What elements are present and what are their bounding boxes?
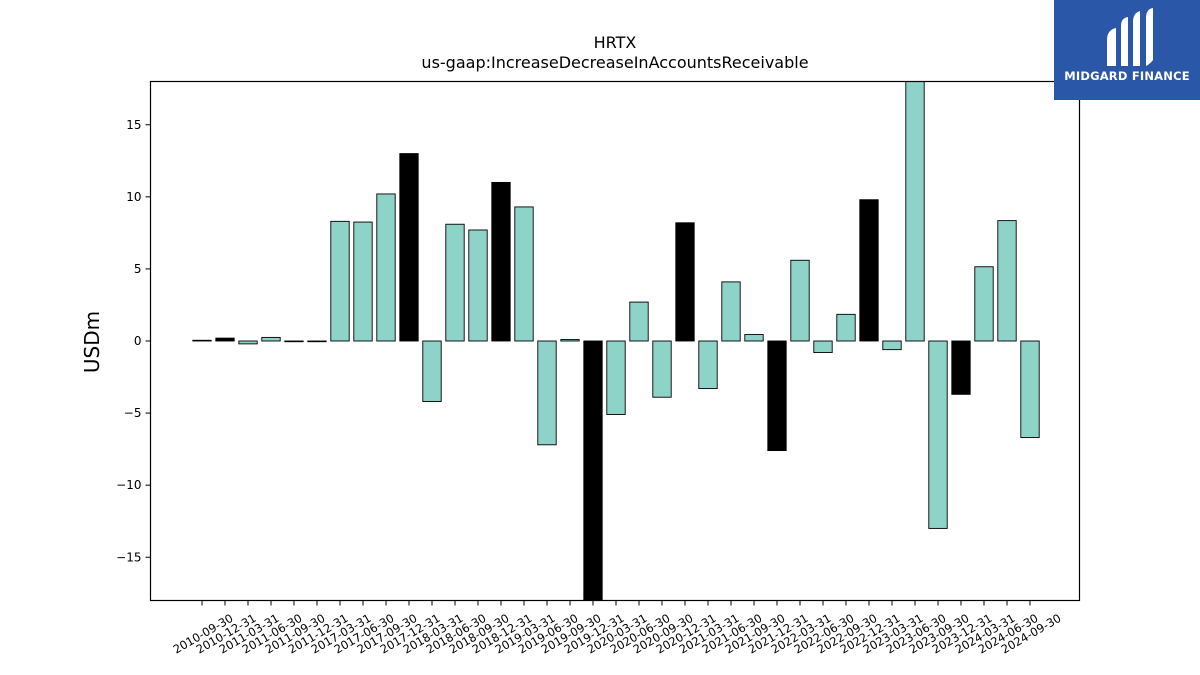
bar-2024-09-30 <box>1020 340 1040 439</box>
bar-2022-03-31 <box>790 259 810 342</box>
bar-2018-09-30 <box>468 229 488 342</box>
bar-2023-09-30 <box>928 340 948 529</box>
bar-2017-06-30 <box>353 221 373 342</box>
bar-2011-06-30 <box>261 336 281 342</box>
bar-2022-09-30 <box>836 313 856 342</box>
bar-2023-06-30 <box>905 81 925 342</box>
bar-2019-03-31 <box>514 206 534 342</box>
bar-2010-09-30 <box>192 339 212 342</box>
bar-2017-12-31 <box>399 153 419 342</box>
bar-2021-03-31 <box>698 340 718 390</box>
y-tick-label: 5 <box>134 262 142 276</box>
bar-2021-12-31 <box>767 340 787 452</box>
bar-2011-03-31 <box>238 340 258 345</box>
bar-2017-03-31 <box>330 220 350 342</box>
bar-2017-09-30 <box>376 193 396 342</box>
y-axis-ticks: −15 −10 −5 0 5 10 15 <box>116 118 151 564</box>
chart-subtitle: us-gaap:IncreaseDecreaseInAccountsReceiv… <box>421 53 808 72</box>
bar-2020-06-30 <box>629 301 649 342</box>
bar-2020-12-31 <box>675 222 695 342</box>
bar-2022-12-31 <box>859 199 879 342</box>
y-tick-label: 15 <box>126 118 141 132</box>
logo-text: MIDGARD FINANCE <box>1064 69 1190 83</box>
bar-2023-12-31 <box>951 340 971 395</box>
y-tick-label: 0 <box>134 334 142 348</box>
x-axis-ticks: 2010-09-302010-12-312011-03-312011-06-30… <box>171 600 1064 657</box>
bar-2024-03-31 <box>974 266 994 342</box>
bar-2010-12-31 <box>215 337 235 342</box>
y-axis-label: USDm <box>80 311 104 373</box>
bar-2019-12-31 <box>583 340 603 601</box>
bar-2021-09-30 <box>744 334 764 342</box>
bars-group <box>192 81 1040 601</box>
chart-title: HRTX <box>594 33 637 52</box>
bar-2020-09-30 <box>652 340 672 398</box>
y-tick-label: −5 <box>124 406 142 420</box>
bar-2019-06-30 <box>537 340 557 446</box>
bar-2018-06-30 <box>445 223 465 342</box>
bar-2021-06-30 <box>721 281 741 342</box>
bar-2022-06-30 <box>813 340 833 353</box>
plot-frame <box>149 80 1081 602</box>
bar-2011-12-31 <box>307 340 327 343</box>
y-tick-label: 10 <box>126 190 141 204</box>
midgard-finance-logo: MIDGARD FINANCE <box>1054 0 1200 100</box>
bar-2018-12-31 <box>491 181 511 342</box>
bar-2019-09-30 <box>560 339 580 342</box>
y-tick-label: −10 <box>116 478 141 492</box>
bar-2011-09-30 <box>284 340 304 343</box>
bar-2024-06-30 <box>997 220 1017 342</box>
y-tick-label: −15 <box>116 550 141 564</box>
bar-2023-03-31 <box>882 340 902 351</box>
midgard-logo-icon <box>1107 8 1153 66</box>
bar-2020-03-31 <box>606 340 626 415</box>
bar-2018-03-31 <box>422 340 442 402</box>
